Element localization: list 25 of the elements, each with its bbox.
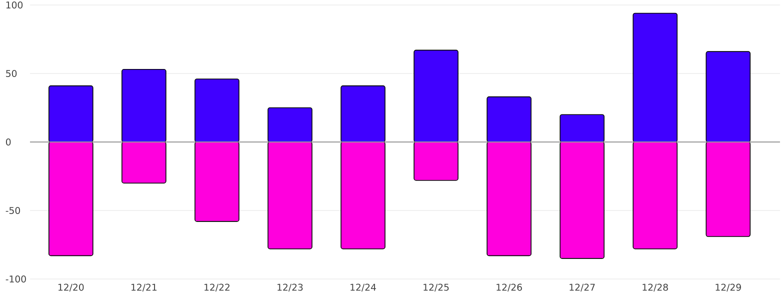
bar	[632, 12, 678, 142]
x-tick-label: 12/29	[716, 284, 741, 292]
bar	[560, 114, 605, 142]
bar	[268, 107, 312, 142]
y-tick-label: 0	[6, 138, 11, 146]
x-tick-label: 12/22	[204, 284, 230, 292]
x-tick-label: 12/23	[278, 284, 303, 292]
bar	[194, 78, 240, 142]
x-tick-label: 12/25	[424, 284, 449, 292]
x-tick-label: 12/20	[58, 284, 84, 292]
x-tick-label: 12/26	[496, 284, 522, 292]
bar	[486, 96, 532, 142]
bar	[340, 85, 386, 142]
bar	[122, 68, 166, 142]
x-tick-label: 12/21	[132, 284, 157, 292]
x-tick-label: 12/28	[642, 284, 668, 292]
y-tick-label: 50	[6, 70, 17, 78]
x-tick-label: 12/24	[350, 284, 376, 292]
bar	[706, 51, 751, 142]
x-tick-label: 12/27	[570, 284, 595, 292]
bar	[48, 85, 94, 142]
y-tick-label: 100	[6, 1, 23, 9]
y-tick-label: -100	[6, 275, 26, 283]
bar	[414, 50, 458, 142]
y-tick-label: -50	[6, 206, 20, 214]
